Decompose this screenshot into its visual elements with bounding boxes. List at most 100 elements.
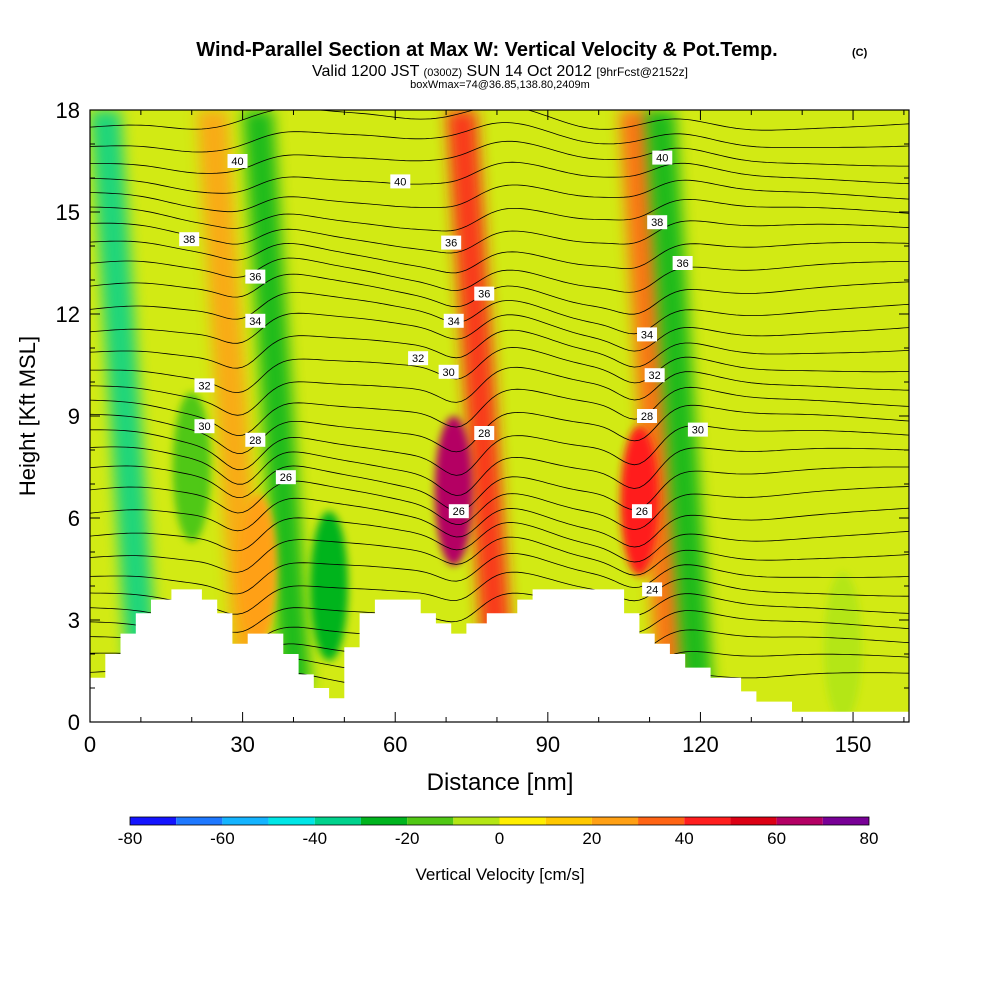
- contour-label-text: 36: [677, 258, 689, 270]
- colorbar-swatch: [176, 817, 223, 825]
- contour-label-text: 28: [478, 428, 490, 440]
- isentrope-line: [90, 292, 909, 335]
- isentrope-line: [90, 140, 909, 174]
- theta-contours: [90, 110, 909, 701]
- velocity-cell: [823, 572, 862, 722]
- colorbar-tick-label: -20: [395, 829, 420, 848]
- isentrope-line: [90, 480, 909, 531]
- contour-label-text: 24: [646, 584, 658, 596]
- colorbar-swatch: [407, 817, 454, 825]
- isentrope-line: [90, 257, 909, 293]
- y-tick-label: 6: [68, 506, 80, 531]
- velocity-band: [446, 110, 515, 688]
- contour-label-text: 26: [636, 506, 648, 518]
- contour-label-text: 40: [656, 153, 668, 165]
- x-tick-label: 90: [536, 732, 560, 757]
- colorbar-tick-label: 60: [767, 829, 786, 848]
- isentrope-line: [90, 571, 909, 615]
- colorbar-swatch: [776, 817, 823, 825]
- isentrope-line: [90, 312, 909, 352]
- contour-label-text: 36: [445, 238, 457, 250]
- contour-label-text: 40: [231, 156, 243, 168]
- isentrope-line: [90, 386, 909, 437]
- isentrope-line: [90, 220, 909, 254]
- contour-label: 32: [194, 378, 215, 393]
- y-tick-label: 9: [68, 404, 80, 429]
- colorbar-swatch: [453, 817, 500, 825]
- colorbar-swatch: [499, 817, 546, 825]
- contour-label: 24: [642, 582, 663, 597]
- terrain: [90, 589, 909, 722]
- x-tick-label: 30: [230, 732, 254, 757]
- colorbar-swatch: [591, 817, 639, 825]
- contour-label-text: 34: [249, 316, 261, 328]
- x-tick-label: 0: [84, 732, 96, 757]
- contour-label-text: 34: [641, 329, 653, 341]
- x-tick-label: 150: [835, 732, 872, 757]
- colorbar: -80 -60 -40 -20 0 20 40 60 80: [118, 816, 878, 848]
- contour-label: 28: [245, 432, 266, 447]
- colorbar-tick-label: 20: [582, 829, 601, 848]
- contour-label: 30: [194, 419, 215, 434]
- contour-label: 26: [275, 470, 296, 485]
- colorbar-swatch: [314, 817, 361, 825]
- velocity-band: [242, 110, 312, 688]
- contour-label-text: 30: [198, 421, 210, 433]
- isentrope-line: [90, 110, 909, 131]
- isentrope-line: [90, 122, 909, 153]
- contour-label: 36: [474, 286, 495, 301]
- contour-label: 38: [179, 232, 200, 247]
- isentrope-line: [90, 425, 909, 476]
- contour-label: 30: [438, 364, 459, 379]
- subtitle-zulu-time: (0300Z): [424, 67, 463, 79]
- colorbar-swatch: [130, 817, 177, 825]
- isentrope-line: [90, 366, 909, 416]
- colorbar-swatch: [684, 817, 731, 825]
- isentrope-line: [90, 446, 909, 496]
- isentrope-line: [90, 465, 909, 512]
- colorbar-tick-label: 40: [675, 829, 694, 848]
- velocity-cell: [238, 494, 277, 644]
- colorbar-label: Vertical Velocity [cm/s]: [415, 865, 584, 884]
- contour-label: 26: [448, 504, 469, 519]
- contour-label: 30: [687, 422, 708, 437]
- colorbar-swatch: [638, 817, 685, 825]
- colorbar-tick-label: -40: [302, 829, 327, 848]
- isentrope-line: [90, 240, 909, 274]
- contour-label: 32: [408, 351, 429, 366]
- contour-label: 28: [637, 409, 658, 423]
- y-tick-label: 12: [56, 302, 80, 327]
- contour-label: 32: [644, 368, 665, 383]
- isentrope-line: [90, 497, 909, 548]
- isentrope-line: [90, 273, 909, 315]
- box-wmax-info: boxWmax=74@36.85,138.80,2409m: [410, 79, 590, 91]
- colorbar-swatch: [268, 817, 315, 825]
- contour-label: 28: [474, 426, 495, 440]
- contour-label-text: 38: [651, 217, 663, 229]
- y-tick-label: 0: [68, 710, 80, 735]
- isentrope-line: [90, 536, 909, 576]
- colorbar-tick-label: 0: [495, 829, 504, 848]
- plot-area: 40 40 40 38 38 36 36 36 36 34 34 34 32 32 32 30 30 30 28 28…: [90, 110, 909, 722]
- y-tick-label: 15: [56, 200, 80, 225]
- contour-label: 40: [652, 150, 673, 165]
- isentrope-line: [90, 347, 909, 394]
- contour-label-text: 26: [280, 472, 292, 484]
- colorbar-frame: [129, 816, 870, 826]
- isentrope-line: [90, 517, 909, 563]
- x-axis: 0 30 60 90 120 150: [84, 110, 905, 757]
- contour-label: 38: [647, 215, 668, 230]
- isentrope-line: [90, 552, 909, 595]
- colorbar-swatch: [730, 817, 777, 825]
- contour-label-text: 34: [448, 316, 460, 328]
- contour-label-text: 26: [453, 506, 465, 518]
- y-axis-label: Height [Kft MSL]: [15, 336, 40, 496]
- contour-label: 40: [227, 154, 248, 168]
- contour-label-text: 36: [249, 272, 261, 284]
- isentrope-line: [90, 329, 909, 369]
- isentrope-line: [90, 161, 909, 194]
- y-tick-label: 3: [68, 608, 80, 633]
- subtitle-forecast: [9hrFcst@2152z]: [596, 65, 688, 79]
